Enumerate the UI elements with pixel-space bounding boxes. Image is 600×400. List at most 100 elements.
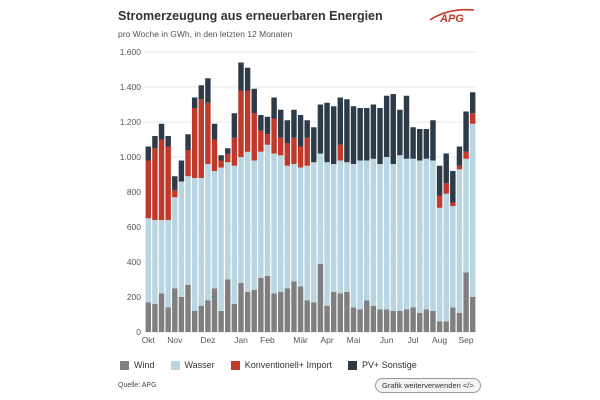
bar-pv [410, 127, 416, 159]
bar-pv [370, 104, 377, 159]
bar-wind [191, 311, 198, 332]
bar-wind [284, 288, 291, 332]
bar-wasser [436, 207, 443, 322]
x-tick-label: Apr [320, 335, 333, 345]
legend-label-konv: Konventionell+ Import [244, 360, 332, 370]
y-tick-label: 800 [127, 187, 141, 197]
bar-wasser [152, 220, 158, 304]
bar-wasser [410, 158, 416, 308]
bar-wind [436, 321, 443, 332]
bar-pv [383, 95, 390, 157]
bar-konv [291, 137, 297, 164]
x-tick-label: Okt [142, 335, 156, 345]
bar-wasser [324, 162, 330, 306]
bar-pv [463, 111, 469, 152]
bar-wasser [165, 220, 171, 308]
bar-pv [225, 148, 231, 154]
bar-wasser [430, 160, 436, 311]
bar-konv [165, 146, 171, 220]
bar-wind [364, 300, 370, 332]
bar-wasser [205, 164, 211, 301]
bar-wasser [423, 158, 430, 310]
bar-konv [258, 130, 264, 152]
bar-wasser [469, 123, 476, 297]
bar-wind [350, 307, 357, 332]
bar-wind [158, 293, 165, 332]
legend-item-pv-sonstige[interactable]: PV+ Sonstige [348, 360, 417, 370]
legend-label-wind: Wind [134, 360, 155, 370]
bar-wasser [297, 167, 304, 287]
x-tick-label: Feb [260, 335, 275, 345]
x-tick-label: Sep [459, 335, 474, 345]
legend-swatch-konv [230, 360, 240, 370]
bar-wasser [377, 164, 383, 310]
bar-wind [430, 311, 436, 332]
bar-konv [264, 134, 271, 145]
bar-konv [297, 146, 304, 168]
bar-konv [436, 195, 443, 208]
bar-pv [291, 109, 297, 138]
bar-konv [211, 139, 218, 171]
bar-wasser [317, 153, 324, 264]
share-graphic-button[interactable]: Grafik weiterverwenden </> [375, 378, 481, 393]
bar-wind [238, 283, 244, 332]
bar-wasser [225, 162, 231, 280]
bar-konv [198, 99, 204, 178]
bar-wind [211, 288, 218, 332]
y-tick-label: 1.000 [120, 152, 142, 162]
bar-pv [185, 134, 191, 150]
bar-pv [377, 108, 383, 164]
bar-wind [311, 302, 317, 332]
legend-swatch-wasser [170, 360, 180, 370]
bar-wasser [218, 167, 224, 311]
bar-pv [344, 99, 350, 163]
y-tick-label: 600 [127, 222, 141, 232]
bar-konv [172, 190, 178, 198]
bar-wind [172, 288, 178, 332]
bar-pv [390, 94, 396, 164]
bar-wind [264, 276, 271, 332]
bar-wind [165, 307, 171, 332]
bar-wind [377, 309, 383, 332]
bar-pv [397, 109, 403, 156]
bar-pv [443, 153, 449, 184]
bar-wasser [450, 206, 456, 308]
bar-wasser [238, 157, 244, 283]
bar-pv [350, 106, 357, 164]
bar-wind [145, 302, 152, 332]
legend-item-wasser[interactable]: Wasser [170, 360, 215, 370]
bar-konv [145, 160, 152, 219]
bar-pv [178, 160, 185, 182]
bar-wind [205, 300, 211, 332]
x-tick-label: Nov [167, 335, 183, 345]
bar-wasser [178, 181, 185, 297]
source-note: Quelle: APG [118, 382, 157, 389]
bar-wasser [198, 178, 204, 306]
x-tick-label: Mai [347, 335, 361, 345]
bar-wind [178, 297, 185, 332]
bar-konv [304, 137, 310, 166]
bar-konv [158, 139, 165, 220]
bar-konv [205, 102, 211, 164]
legend-item-wind[interactable]: Wind [120, 360, 155, 370]
bar-konv [443, 183, 449, 194]
bar-wind [231, 304, 238, 332]
bar-wasser [291, 164, 297, 282]
bar-konv [244, 90, 251, 152]
bar-konv [271, 118, 277, 154]
bar-wind [218, 311, 224, 332]
bar-wind [198, 305, 204, 332]
bar-pv [251, 88, 257, 114]
bar-pv [258, 115, 264, 131]
bar-wasser [456, 169, 463, 313]
bar-pv [417, 129, 423, 161]
bar-pv [317, 104, 324, 154]
bar-wind [357, 309, 363, 332]
bar-wind [277, 291, 284, 332]
logo-text: APG [439, 13, 464, 25]
legend-item-konventionell-import[interactable]: Konventionell+ Import [230, 360, 332, 370]
bar-pv [238, 62, 244, 91]
bar-konv [238, 90, 244, 157]
bar-konv [456, 165, 463, 170]
bar-wasser [364, 160, 370, 301]
